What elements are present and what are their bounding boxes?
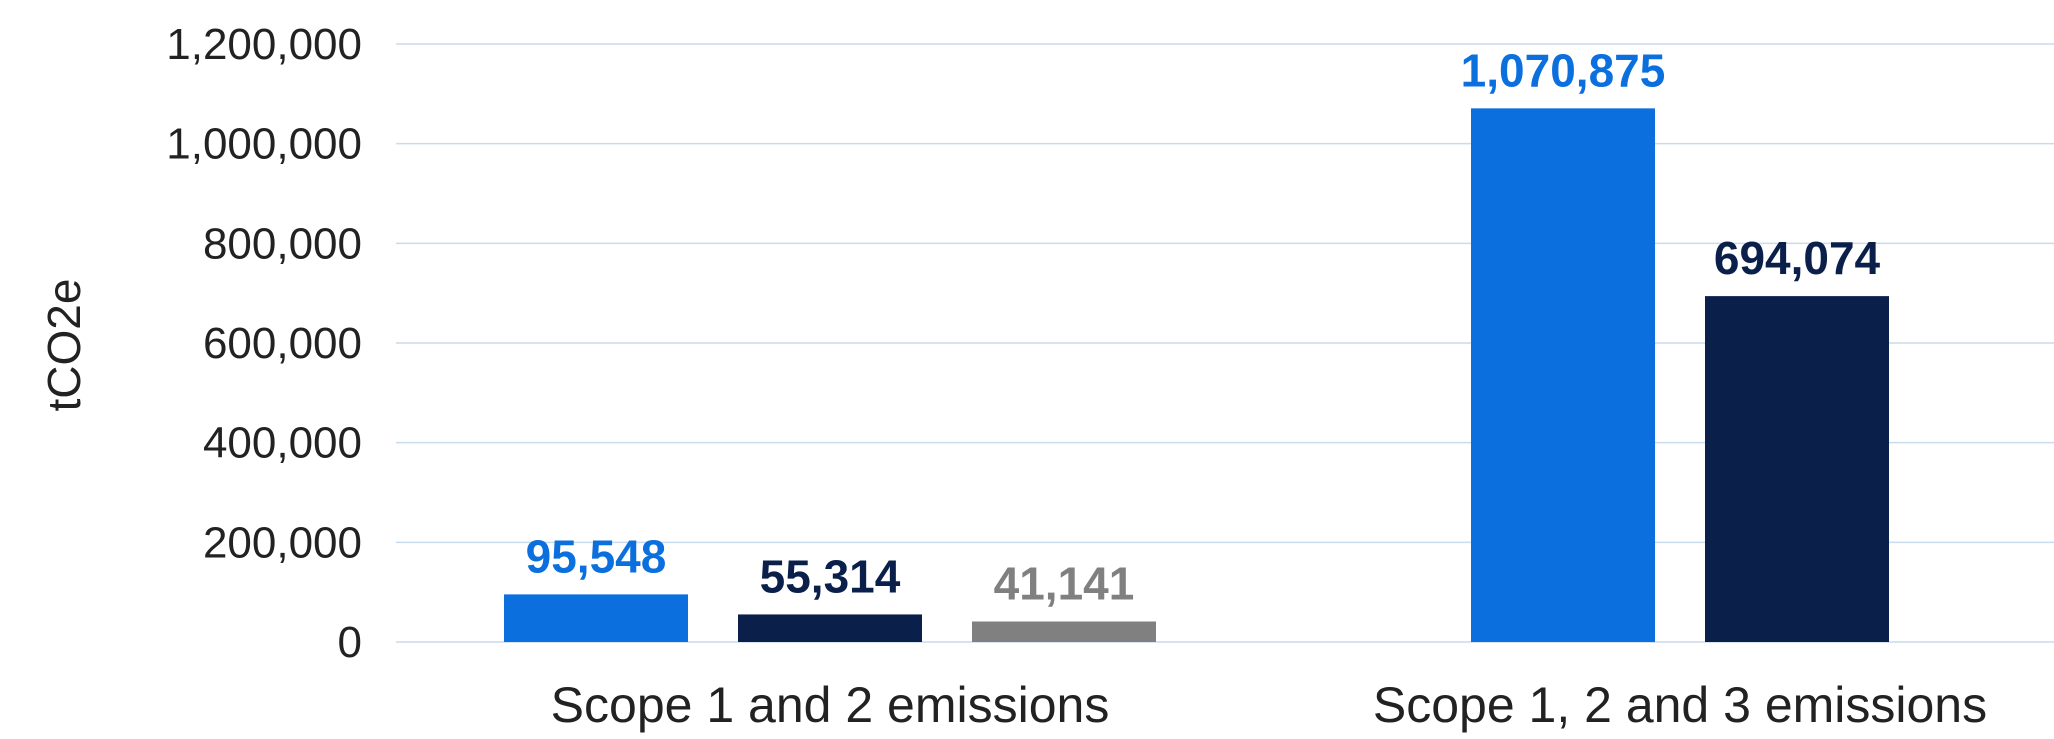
y-tick-label: 1,000,000 [166, 120, 362, 169]
gridlines [396, 43, 2054, 643]
data-labels: 95,548 55,314 41,141 1,070,875 694,074 [526, 44, 1881, 609]
data-label: 694,074 [1714, 232, 1881, 284]
y-tick-label: 400,000 [203, 419, 362, 468]
y-axis-ticks: 0 200,000 400,000 600,000 800,000 1,000,000 1,… [166, 20, 362, 667]
data-label: 55,314 [760, 550, 901, 602]
data-label: 1,070,875 [1461, 44, 1666, 96]
x-axis-categories: Scope 1 and 2 emissions Scope 1, 2 and 3 … [551, 677, 1987, 733]
data-label: 95,548 [526, 530, 667, 582]
y-tick-label: 200,000 [203, 518, 362, 567]
y-tick-label: 1,200,000 [166, 20, 362, 69]
bar [1471, 108, 1655, 642]
y-tick-label: 600,000 [203, 319, 362, 368]
bar [1705, 296, 1889, 642]
bars [504, 108, 1889, 642]
category-label: Scope 1 and 2 emissions [551, 677, 1110, 733]
bar [972, 621, 1156, 642]
y-axis-label: tCO2e [38, 279, 90, 412]
y-tick-label: 0 [338, 618, 362, 667]
bar [738, 614, 922, 642]
bar [504, 594, 688, 642]
category-label: Scope 1, 2 and 3 emissions [1373, 677, 1987, 733]
data-label: 41,141 [994, 557, 1135, 609]
y-tick-label: 800,000 [203, 219, 362, 268]
